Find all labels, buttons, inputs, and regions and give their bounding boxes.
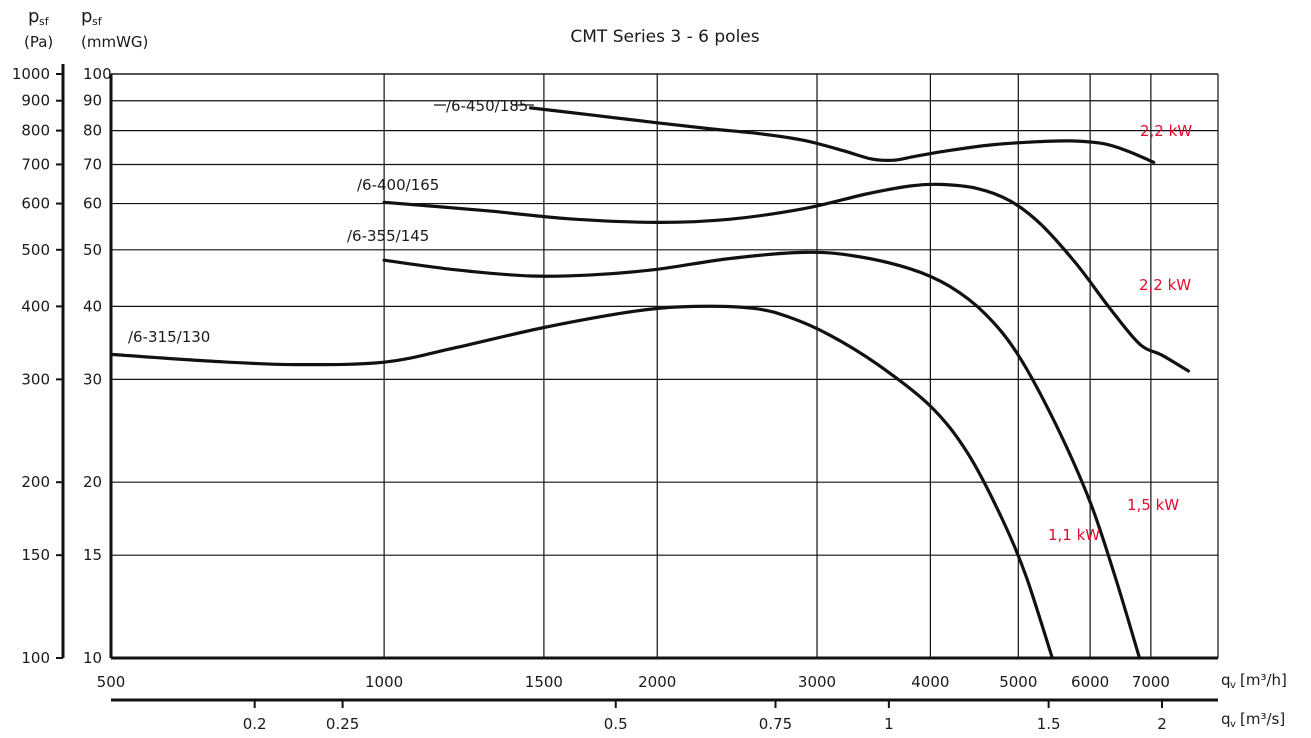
m3s-tick-label-1-5: 1.5: [1037, 715, 1061, 733]
chart-title: CMT Series 3 - 6 poles: [570, 27, 759, 47]
mmwg-axis-label-subscript: sf: [92, 15, 103, 28]
mmwg-tick-label-15: 15: [83, 546, 102, 564]
series-label-6-400-165-2: /6-400/165: [357, 176, 439, 194]
power-label-2-2-kw-4: 2,2 kW: [1140, 122, 1192, 140]
power-label-1-5-kw-6: 1,5 kW: [1127, 496, 1179, 514]
m3s-tick-label-0-75: 0.75: [759, 715, 792, 733]
m3h-tick-label-1500: 1500: [525, 673, 563, 691]
axes-layer: 1001502003004005006007008009001000101520…: [12, 6, 1287, 733]
pa-tick-label-900: 900: [21, 92, 50, 110]
pa-tick-label-800: 800: [21, 122, 50, 140]
mmwg-tick-label-100: 100: [83, 65, 112, 83]
m3s-axis-label-unit: [m³/s]: [1240, 710, 1285, 728]
series-line-6-400-165: [382, 182, 1190, 373]
pa-axis-label-unit: (Pa): [24, 33, 53, 51]
power-label-1-1-kw-7: 1,1 kW: [1048, 526, 1100, 544]
pa-axis-label-symbol: p: [28, 6, 39, 27]
mmwg-tick-label-40: 40: [83, 297, 102, 315]
series-line-6-355-145: [382, 250, 1142, 660]
mmwg-axis-label-symbol: p: [81, 6, 92, 27]
pa-tick-label-400: 400: [21, 297, 50, 315]
m3h-tick-label-6000: 6000: [1071, 673, 1109, 691]
pa-tick-label-700: 700: [21, 155, 50, 173]
mmwg-tick-label-30: 30: [83, 370, 102, 388]
series-line-6-450-185: [528, 106, 1156, 164]
curve-layer: [109, 106, 1190, 660]
pa-tick-label-300: 300: [21, 370, 50, 388]
pa-tick-label-500: 500: [21, 241, 50, 259]
mmwg-tick-label-50: 50: [83, 241, 102, 259]
m3h-tick-label-1000: 1000: [365, 673, 403, 691]
pa-tick-label-200: 200: [21, 473, 50, 491]
pa-axis-label-subscript: sf: [39, 15, 50, 28]
m3h-tick-label-4000: 4000: [911, 673, 949, 691]
m3s-tick-label-0-5: 0.5: [604, 715, 628, 733]
pa-tick-label-100: 100: [21, 649, 50, 667]
m3s-tick-label-0-25: 0.25: [326, 715, 359, 733]
m3h-axis-label-symbol: q: [1221, 671, 1231, 689]
series-label-6-355-145-1: /6-355/145: [347, 227, 429, 245]
m3s-axis-label-symbol: q: [1221, 710, 1231, 728]
m3h-axis-label-subscript: v: [1230, 680, 1236, 691]
label-layer: /6-315/130/6-355/145/6-400/165/6-450/185…: [128, 97, 1192, 544]
pa-tick-label-150: 150: [21, 546, 50, 564]
m3s-tick-label-1: 1: [884, 715, 894, 733]
mmwg-tick-label-90: 90: [83, 92, 102, 110]
m3h-tick-label-7000: 7000: [1132, 673, 1170, 691]
m3h-tick-label-5000: 5000: [999, 673, 1037, 691]
m3s-tick-label-2: 2: [1157, 715, 1167, 733]
m3s-tick-label-0-2: 0.2: [243, 715, 267, 733]
series-line-6-315-130: [109, 304, 1054, 660]
mmwg-tick-label-10: 10: [83, 649, 102, 667]
m3h-tick-label-3000: 3000: [798, 673, 836, 691]
mmwg-tick-label-20: 20: [83, 473, 102, 491]
mmwg-tick-label-80: 80: [83, 122, 102, 140]
grid-layer: [110, 73, 1218, 659]
series-label-6-450-185-3: /6-450/185: [446, 97, 528, 115]
mmwg-axis-label-unit: (mmWG): [81, 33, 148, 51]
pa-tick-label-600: 600: [21, 195, 50, 213]
m3h-axis-label-unit: [m³/h]: [1240, 671, 1287, 689]
m3s-axis-label-subscript: v: [1230, 719, 1236, 730]
mmwg-tick-label-60: 60: [83, 195, 102, 213]
pa-tick-label-1000: 1000: [12, 65, 50, 83]
power-label-2-2-kw-5: 2,2 kW: [1139, 276, 1191, 294]
m3h-tick-label-500: 500: [97, 673, 126, 691]
m3h-tick-label-2000: 2000: [638, 673, 676, 691]
series-label-6-315-130-0: /6-315/130: [128, 328, 210, 346]
mmwg-tick-label-70: 70: [83, 155, 102, 173]
